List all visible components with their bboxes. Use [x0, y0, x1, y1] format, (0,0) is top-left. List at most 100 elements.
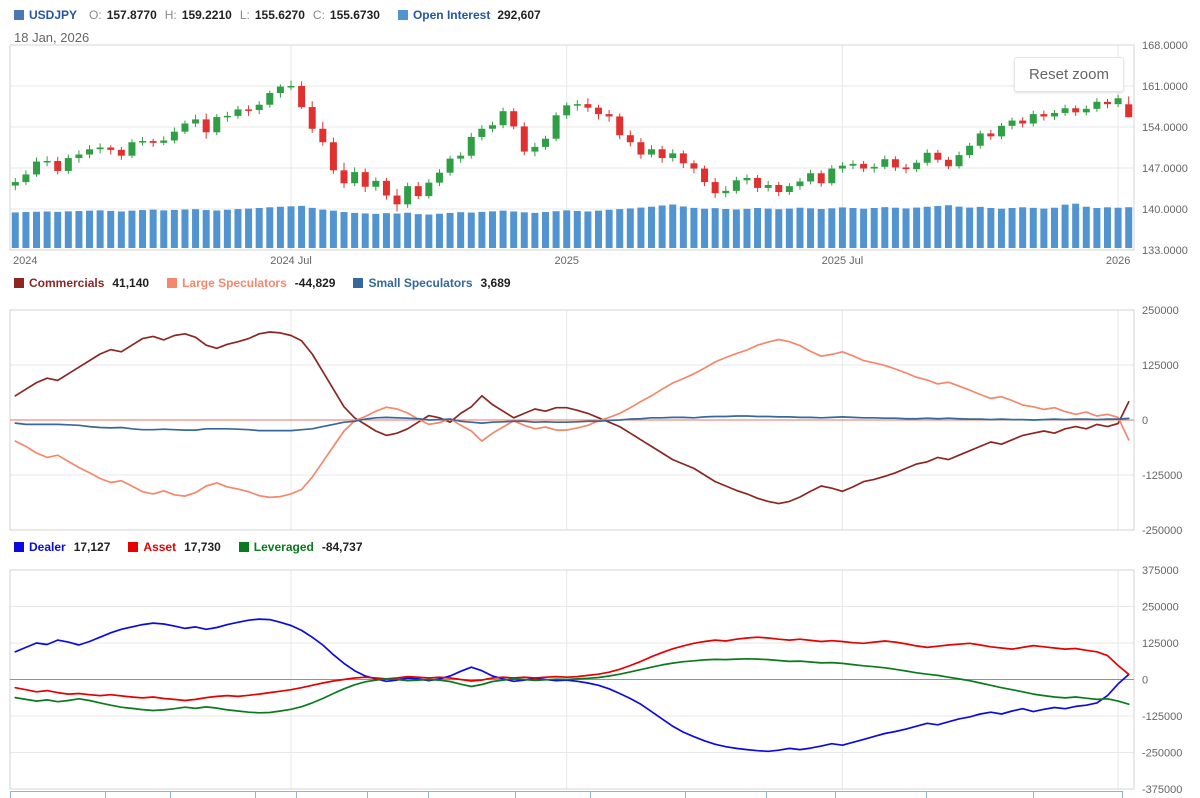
- candle-body: [107, 147, 115, 150]
- large-speculators-label: Large Speculators: [182, 276, 287, 290]
- candle-body: [913, 162, 921, 170]
- candle-body: [722, 190, 730, 194]
- table-cell: [10, 791, 106, 798]
- open-interest-legend-item[interactable]: Open Interest 292,607: [397, 8, 541, 22]
- open-interest-bar: [107, 210, 115, 248]
- table-cell: [766, 791, 836, 798]
- open-interest-bar: [435, 213, 443, 248]
- candle-body: [966, 145, 974, 156]
- y-axis-label: 375000: [1142, 565, 1179, 577]
- series-line-small_speculators: [14, 415, 1130, 432]
- candle-body: [944, 159, 952, 167]
- leveraged-value: -84,737: [321, 540, 363, 554]
- open-interest-bar: [944, 205, 952, 248]
- open-interest-bar: [563, 210, 571, 248]
- close-value: 155.6730: [329, 8, 380, 22]
- open-interest-bar: [1019, 207, 1027, 248]
- open-interest-bar: [849, 207, 857, 248]
- open-interest-bar: [658, 205, 666, 248]
- candle-body: [351, 172, 359, 184]
- asset-legend-item[interactable]: Asset 17,730: [128, 540, 221, 554]
- series-line-leveraged: [14, 657, 1130, 714]
- candle-body: [658, 149, 666, 159]
- open-interest-bar: [1040, 208, 1048, 248]
- candles: [11, 80, 1133, 212]
- asset-label: Asset: [143, 540, 177, 554]
- y-axis-label: -125000: [1142, 470, 1182, 482]
- candle-body: [139, 141, 147, 143]
- dealer-legend-item[interactable]: Dealer 17,127: [14, 540, 110, 554]
- reset-zoom-button[interactable]: Reset zoom: [1013, 57, 1124, 92]
- open-interest-bar: [43, 211, 51, 248]
- y-axis-label: 154.0000: [1142, 122, 1188, 134]
- open-interest-bar: [1114, 207, 1122, 248]
- open-interest-bar: [361, 213, 369, 248]
- usdjpy-series-swatch: [14, 10, 24, 20]
- candle-body: [552, 115, 560, 139]
- candle-body: [775, 184, 783, 193]
- series-line-asset: [14, 636, 1130, 702]
- candle-body: [1103, 101, 1111, 105]
- open-interest-bar: [457, 212, 465, 248]
- small-speculators-legend-item[interactable]: Small Speculators 3,689: [353, 276, 511, 290]
- open-interest-bar: [531, 212, 539, 248]
- open-interest-bar: [807, 208, 815, 248]
- cot-chart-svg[interactable]: 250000 125000 0 -125000 -250000: [0, 295, 1200, 540]
- candle-body: [870, 166, 878, 169]
- candle-body: [849, 163, 857, 166]
- open-interest-bar: [96, 210, 104, 248]
- table-cell: [296, 791, 368, 798]
- open-interest-bar: [701, 208, 709, 248]
- candle-body: [860, 163, 868, 169]
- y-axis-label: 125000: [1142, 638, 1179, 650]
- open-interest-bar: [287, 206, 295, 248]
- open-interest-bar: [648, 206, 656, 248]
- candle-body: [584, 104, 592, 108]
- candle-body: [340, 170, 348, 184]
- commercials-legend-item[interactable]: Commercials 41,140: [14, 276, 149, 290]
- candle-body: [648, 149, 656, 155]
- y-axis-label: 140.0000: [1142, 204, 1188, 216]
- tff-chart-svg[interactable]: 375000 250000 125000 0 -125000 -250000 -375000: [0, 562, 1200, 798]
- candle-body: [510, 111, 518, 127]
- open-interest-bars: [11, 203, 1133, 248]
- open-interest-bar: [764, 208, 772, 248]
- open-interest-bar: [11, 212, 19, 248]
- open-interest-bar: [86, 210, 94, 248]
- open-interest-bar: [838, 207, 846, 248]
- chart-date-label: 18 Jan, 2026: [14, 30, 90, 45]
- commercials-label: Commercials: [29, 276, 105, 290]
- open-interest-bar: [33, 211, 41, 248]
- y-axis-label: 250000: [1142, 602, 1179, 614]
- candle-body: [669, 153, 677, 159]
- leveraged-legend-item[interactable]: Leveraged -84,737: [238, 540, 363, 554]
- open-interest-bar: [149, 209, 157, 248]
- y-axis-label: 125000: [1142, 360, 1179, 372]
- open-interest-bar: [1050, 207, 1058, 248]
- grid: [10, 44, 1134, 251]
- x-axis-label: 2025 Jul: [822, 255, 864, 267]
- candle-body: [128, 142, 136, 156]
- open-interest-bar: [860, 208, 868, 248]
- candle-body: [785, 186, 793, 193]
- close-label: C:: [312, 8, 325, 22]
- open-interest-bar: [425, 214, 433, 248]
- table-cell: [1033, 791, 1123, 798]
- candle-body: [54, 160, 62, 171]
- table-cell: [367, 791, 429, 798]
- candle-body: [1072, 108, 1080, 113]
- usdjpy-legend-item[interactable]: USDJPY O: 157.8770 H: 159.2210 L: 155.6270 …: [14, 8, 380, 22]
- candle-body: [679, 153, 687, 164]
- open-interest-bar: [234, 209, 242, 248]
- open-interest-bar: [796, 207, 804, 248]
- commercials-swatch: [14, 278, 24, 288]
- table-cell: [835, 791, 927, 798]
- price-chart-svg[interactable]: 168.0000 161.0000 154.0000 147.0000 140.0000…: [0, 0, 1200, 270]
- open-interest-bar: [785, 208, 793, 248]
- candle-body: [223, 115, 231, 118]
- open-interest-bar: [75, 211, 83, 248]
- open-interest-bar: [679, 206, 687, 248]
- open-interest-bar: [1082, 206, 1090, 248]
- large-speculators-legend-item[interactable]: Large Speculators -44,829: [167, 276, 335, 290]
- candle-body: [117, 149, 125, 156]
